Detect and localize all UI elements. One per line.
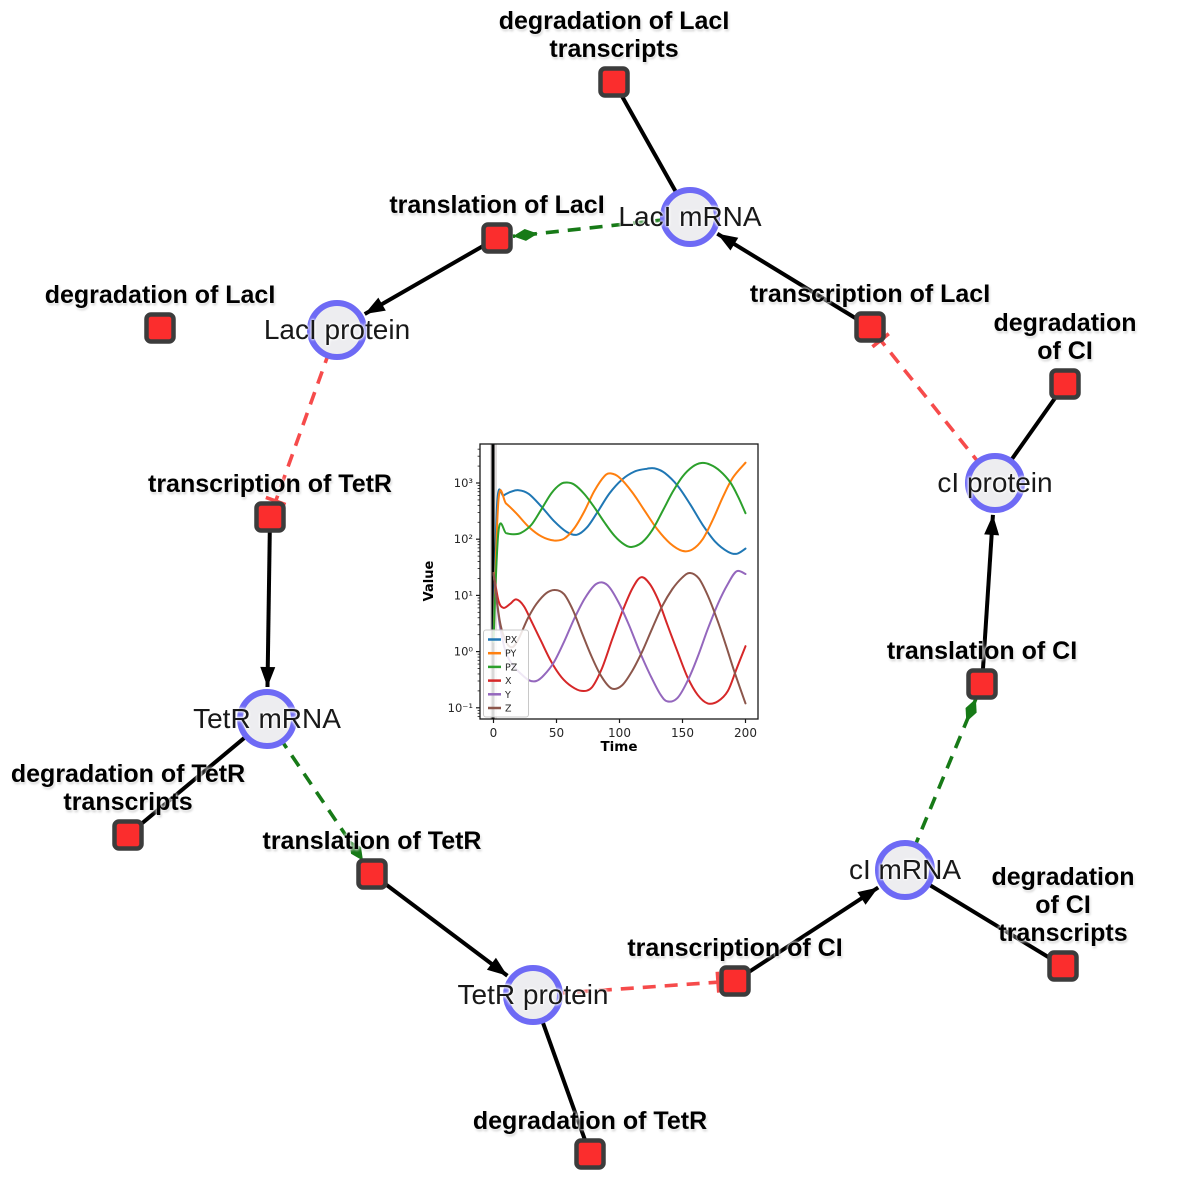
legend-label-X: X <box>505 676 512 687</box>
edge-translation-tetr-to-tetr-protein-product <box>370 872 509 978</box>
x-tick-label: 200 <box>734 726 757 740</box>
x-tick-label: 0 <box>490 726 498 740</box>
legend-label-Y: Y <box>504 690 511 701</box>
species-node-laci-mrna[interactable] <box>660 187 720 247</box>
reaction-node-deg-ci[interactable] <box>1049 368 1081 400</box>
chart-legend: PX PY PZ XYZ <box>483 629 529 718</box>
reaction-node-translation-tetr[interactable] <box>356 858 388 890</box>
series-PY-line <box>492 461 747 643</box>
species-node-ci-protein[interactable] <box>965 453 1025 513</box>
series-X-line <box>492 572 747 705</box>
reaction-node-translation-ci[interactable] <box>966 668 998 700</box>
y-tick-label: 10¹ <box>454 588 473 602</box>
edges-layer <box>126 81 1067 1155</box>
edge-tetr-mrna-to-deg-tetr-transcripts-reactant <box>126 717 269 837</box>
y-tick-label: 10² <box>454 532 473 546</box>
legend-label-PY: PY <box>505 649 517 660</box>
reaction-node-translation-laci[interactable] <box>481 222 513 254</box>
y-tick-label: 10⁰ <box>454 645 474 659</box>
x-tick-label: 100 <box>608 726 631 740</box>
reaction-node-deg-laci-transcripts[interactable] <box>598 66 630 98</box>
reaction-node-deg-laci[interactable] <box>144 312 176 344</box>
reaction-node-deg-tetr[interactable] <box>574 1138 606 1170</box>
species-node-tetr-mrna[interactable] <box>237 689 297 749</box>
x-axis-label: Time <box>600 739 637 755</box>
edge-transcription-laci-to-laci-mrna-product <box>716 231 872 329</box>
species-node-laci-protein[interactable] <box>307 300 367 360</box>
x-tick-label: 150 <box>671 726 694 740</box>
species-node-tetr-protein[interactable] <box>503 965 563 1025</box>
reaction-node-transcription-tetr[interactable] <box>254 501 286 533</box>
x-tick-label: 50 <box>549 726 564 740</box>
reaction-node-deg-ci-transcripts[interactable] <box>1047 950 1079 982</box>
y-axis-label: Value <box>422 560 437 601</box>
edge-transcription-ci-to-ci-mrna-product <box>733 885 880 983</box>
edge-translation-ci-to-ci-protein-product <box>980 514 1000 685</box>
series-PZ-line <box>492 461 747 643</box>
edge-laci-protein-to-transcription-tetr-inhibition <box>265 329 339 507</box>
edge-tetr-protein-to-transcription-ci-inhibition <box>532 971 721 997</box>
legend-label-PZ: PZ <box>505 662 518 673</box>
edge-ci-mrna-to-deg-ci-transcripts-reactant <box>903 868 1065 968</box>
series-Y-line <box>492 569 747 703</box>
reaction-node-transcription-ci[interactable] <box>719 965 751 997</box>
reaction-node-transcription-laci[interactable] <box>854 311 886 343</box>
edge-transcription-tetr-to-tetr-mrna-product <box>260 516 276 688</box>
edge-ci-mrna-to-translation-ci-modifier <box>903 698 978 871</box>
species-node-ci-mrna[interactable] <box>875 840 935 900</box>
legend-label-Z: Z <box>505 704 512 715</box>
edge-ci-protein-to-transcription-laci-inhibition <box>871 332 997 485</box>
nodes-layer <box>112 66 1081 1170</box>
y-tick-label: 10³ <box>454 476 474 490</box>
inset-chart: 0 50 100 150 20010⁻¹10⁰10¹10²10³TimeValuePXP… <box>422 443 759 755</box>
edge-translation-laci-to-laci-protein-product <box>363 236 498 316</box>
y-tick-label: 10⁻¹ <box>448 701 473 715</box>
series-Z-line <box>492 571 747 705</box>
legend-label-PX: PX <box>505 635 518 646</box>
series-PX-line <box>492 466 747 636</box>
reaction-node-deg-tetr-transcripts[interactable] <box>112 819 144 851</box>
